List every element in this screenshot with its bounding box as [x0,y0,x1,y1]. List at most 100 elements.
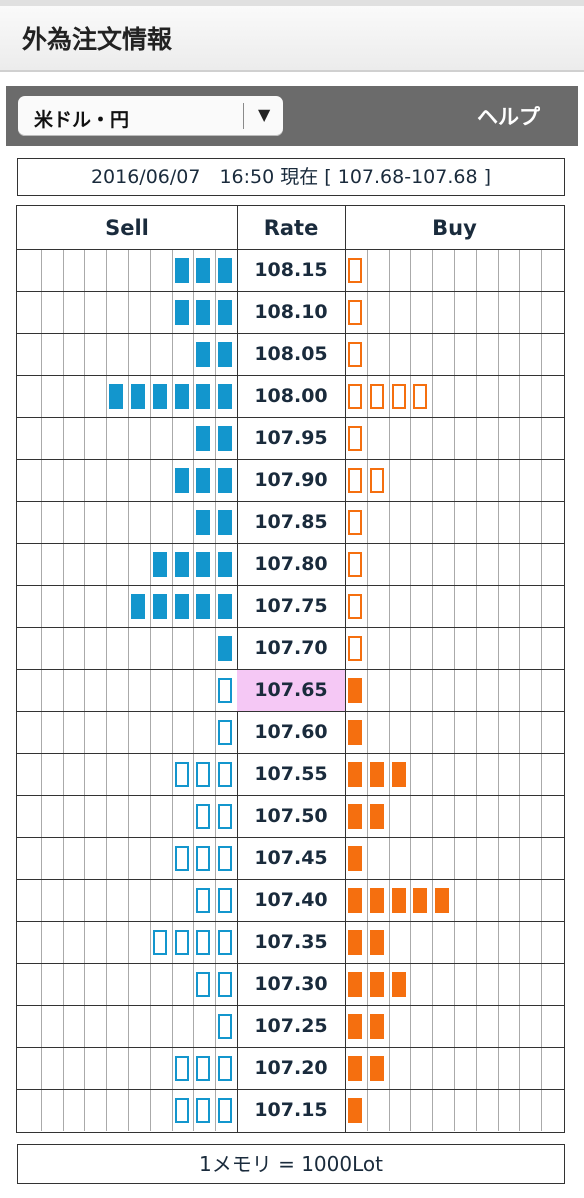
buy-grid-line [498,292,499,333]
buy-grid-line [432,418,433,459]
table-row: 107.70 [17,628,564,670]
sell-grid-line [63,544,64,585]
sell-grid-line [106,334,107,375]
buy-grid-line [410,922,411,963]
sell-order-mark [109,384,123,409]
sell-grid-line [128,670,129,711]
table-header: Sell Rate Buy [17,206,564,250]
sell-grid-line [84,1048,85,1089]
buy-order-mark [348,720,362,745]
sell-grid-line [84,502,85,543]
sell-grid-line [63,292,64,333]
sell-grid-line [172,460,173,501]
sell-order-mark [218,426,232,451]
buy-order-mark [370,1056,384,1081]
sell-grid-line [84,964,85,1005]
buy-grid-line [498,628,499,669]
sell-grid-line [63,418,64,459]
buy-grid-line [367,754,368,795]
buy-order-mark [370,1014,384,1039]
buy-grid-line [432,460,433,501]
sell-grid-line [215,502,216,543]
sell-order-mark [196,552,210,577]
buy-grid-line [454,1090,455,1131]
rate-cell: 107.80 [254,553,328,575]
sell-grid-line [84,628,85,669]
buy-grid-line [454,376,455,417]
buy-grid-line [389,670,390,711]
buy-grid-line [389,292,390,333]
sell-order-mark [175,1098,189,1123]
buy-order-mark [348,888,362,913]
buy-order-mark [348,972,362,997]
sell-order-mark [196,930,210,955]
sell-order-mark [153,384,167,409]
sell-grid-line [193,544,194,585]
sell-grid-line [106,670,107,711]
buy-grid-line [454,922,455,963]
sell-grid-line [41,964,42,1005]
sell-order-mark [218,552,232,577]
sell-grid-line [215,712,216,753]
sell-grid-line [150,418,151,459]
buy-grid-line [389,586,390,627]
sell-grid-line [193,334,194,375]
sell-grid-line [106,880,107,921]
buy-grid-line [432,628,433,669]
sell-grid-line [128,250,129,291]
buy-grid-line [454,628,455,669]
buy-grid-line [541,586,542,627]
buy-grid-line [367,880,368,921]
sell-order-mark [218,510,232,535]
currency-select[interactable]: 米ドル・円 ▼ [18,96,283,136]
table-row: 107.80 [17,544,564,586]
sell-grid-line [215,460,216,501]
sell-grid-line [215,880,216,921]
chevron-down-icon[interactable]: ▼ [258,105,271,124]
buy-grid-line [389,1090,390,1131]
sell-grid-line [150,670,151,711]
sell-order-mark [175,762,189,787]
buy-grid-line [519,922,520,963]
buy-grid-line [476,292,477,333]
sell-order-mark [218,384,232,409]
buy-grid-line [389,1006,390,1047]
sell-grid-line [150,712,151,753]
buy-grid-line [541,754,542,795]
sell-grid-line [193,712,194,753]
sell-grid-line [106,964,107,1005]
sell-grid-line [128,1090,129,1131]
rate-cell: 107.40 [254,889,328,911]
sell-grid-line [215,670,216,711]
sell-grid-line [193,586,194,627]
buy-grid-line [410,1048,411,1089]
buy-grid-line [454,880,455,921]
sell-grid-line [41,292,42,333]
table-row: 108.10 [17,292,564,334]
sell-grid-line [193,922,194,963]
buy-grid-line [389,796,390,837]
sell-grid-line [106,838,107,879]
app-header: 外為注文情報 [0,0,584,72]
sell-grid-line [41,586,42,627]
sell-grid-line [150,334,151,375]
buy-grid-line [389,418,390,459]
currency-select-value: 米ドル・円 [34,109,130,131]
sell-grid-line [63,670,64,711]
help-link[interactable]: ヘルプ [477,105,540,129]
sell-grid-line [128,880,129,921]
sell-order-mark [218,1014,232,1039]
table-row: 107.40 [17,880,564,922]
sell-order-mark [218,1098,232,1123]
sell-order-mark [218,636,232,661]
buy-grid-line [541,250,542,291]
table-row: 107.75 [17,586,564,628]
buy-grid-line [541,712,542,753]
buy-grid-line [410,544,411,585]
buy-grid-line [410,460,411,501]
sell-column-header: Sell [105,216,149,240]
sell-grid-line [41,1006,42,1047]
sell-grid-line [128,334,129,375]
buy-order-mark [348,594,362,619]
buy-grid-line [410,1090,411,1131]
